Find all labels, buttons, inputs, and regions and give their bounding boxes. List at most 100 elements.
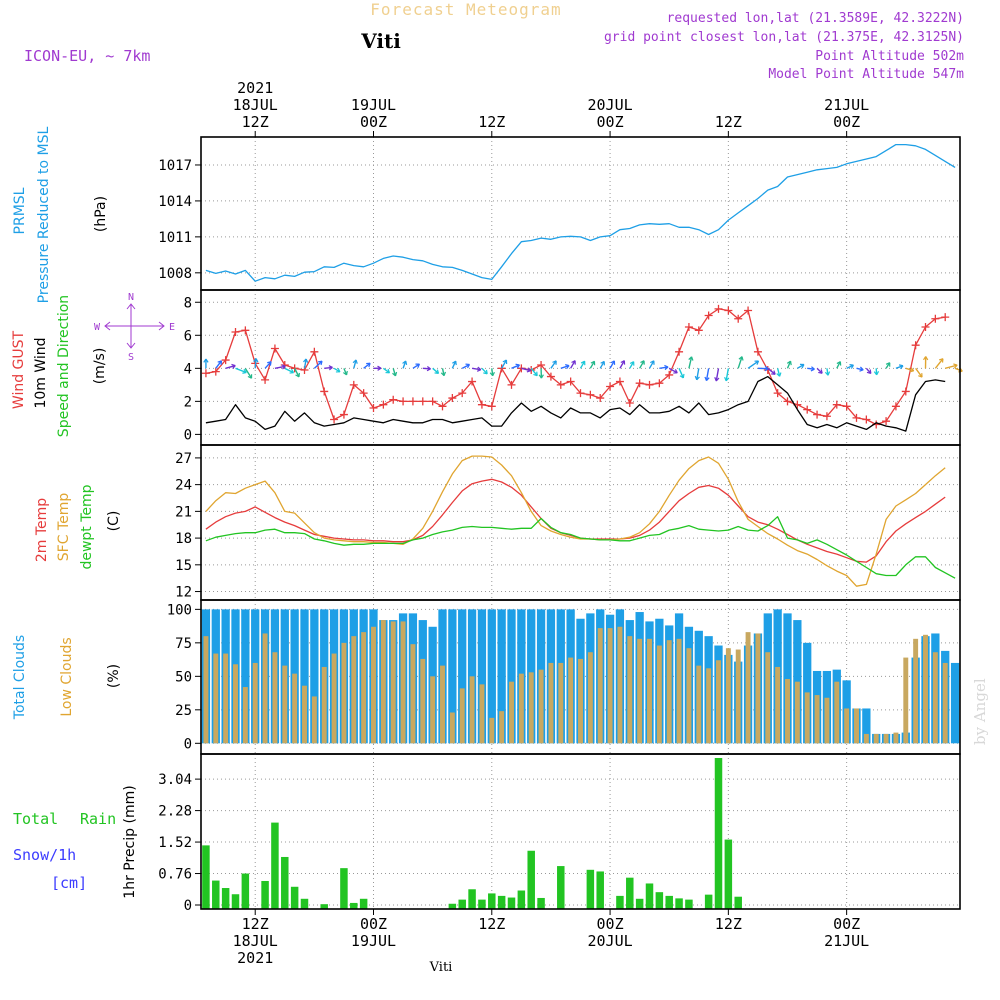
ytick-label: 25: [175, 703, 192, 719]
panel-temperature: 12 15 18 21 24 27: [175, 444, 961, 601]
wind-direction-arrow: [816, 367, 823, 374]
wind-direction-arrow: [511, 364, 520, 369]
wind-direction-arrow: [244, 367, 253, 379]
wind-arrowhead: [799, 363, 805, 369]
low-cloud-bar: [656, 645, 662, 744]
top-time-label: 00Z: [833, 113, 860, 131]
point-altitude: Point Altitude 502m: [815, 49, 964, 64]
gust-point: [596, 394, 605, 403]
wind-direction-arrow: [747, 360, 759, 369]
low-cloud-bar: [400, 621, 406, 744]
ytick-label: 12: [175, 585, 192, 601]
gust-point: [468, 377, 477, 386]
gust-point: [852, 413, 861, 422]
ytick-label: 1008: [158, 266, 192, 282]
wind-arrowhead: [620, 360, 626, 365]
ytick-label: 1014: [158, 194, 192, 210]
wind-arrowhead: [818, 369, 823, 374]
gust-point: [428, 397, 437, 406]
wind-arrowhead: [600, 360, 605, 366]
wind-direction-arrow: [629, 361, 635, 369]
top-time-label: 19JUL: [351, 96, 396, 114]
bottom-time-label: 00Z: [833, 915, 860, 933]
gust-point: [842, 402, 851, 411]
wind-direction-arrow: [696, 368, 700, 380]
gust-point: [379, 400, 388, 409]
low-cloud-bar: [755, 633, 761, 744]
total-cloud-bar: [497, 609, 506, 744]
panel-frame: [200, 753, 961, 910]
wind-arrowhead: [377, 365, 382, 371]
compass-n: N: [128, 292, 134, 303]
requested-coords: requested lon,lat (21.3589E, 42.3222N): [667, 11, 964, 26]
wind-direction-arrow: [303, 358, 307, 369]
ytick-label: 4: [184, 361, 192, 377]
wind-arrowhead: [859, 366, 864, 372]
gust-point: [389, 395, 398, 404]
gust-point: [408, 397, 417, 406]
rain-bar: [655, 892, 664, 909]
compass-e: E: [169, 322, 175, 333]
ytick-label: 15: [175, 558, 192, 574]
wind-arrowhead: [704, 376, 710, 382]
rain-bar: [507, 897, 516, 909]
wind-direction-arrow: [619, 360, 625, 369]
gust-point: [477, 400, 486, 409]
wind-direction-arrow: [521, 367, 531, 372]
wind-direction-arrow: [491, 368, 494, 376]
wind-arrowhead: [938, 358, 944, 363]
low-cloud-bar: [725, 648, 731, 744]
wind-direction-arrow: [402, 360, 407, 369]
wind-direction-arrow: [363, 362, 371, 369]
wind-direction-arrow: [501, 359, 508, 369]
ytick-label: 18: [175, 531, 192, 547]
low-cloud-bar: [420, 658, 426, 744]
gust-point: [556, 380, 565, 389]
rain-bar: [261, 880, 269, 909]
wind-direction-arrow: [353, 359, 357, 369]
low-cloud-bar: [331, 653, 337, 744]
low-cloud-bar: [361, 632, 367, 744]
wind-direction-arrow: [705, 368, 710, 381]
top-time-label: 00Z: [597, 113, 624, 131]
panel-precipitation: 0 0.76 1.52 2.28 3.04: [158, 753, 961, 914]
precip-label-snow: Snow/1h: [13, 846, 76, 864]
low-cloud-bar: [351, 636, 357, 744]
wind-arrowhead: [836, 361, 842, 366]
rain-bar: [320, 904, 328, 909]
low-cloud-bar: [873, 733, 879, 744]
wind-direction-arrow: [422, 367, 431, 370]
wind-arrowhead: [253, 358, 259, 363]
gust-point: [330, 415, 339, 424]
wind-direction-arrow: [826, 368, 829, 376]
bottom-time-label: 18JUL: [233, 932, 278, 950]
wind-arrowhead: [694, 375, 700, 381]
gust-point: [675, 347, 684, 356]
wind-arrowhead: [629, 361, 635, 366]
wind-arrowhead: [281, 364, 286, 370]
gridpoint-coords: grid point closest lon,lat (21.375E, 42.…: [604, 30, 964, 45]
rain-bar: [635, 898, 644, 909]
wind-arrowhead: [502, 359, 508, 365]
wind-arrowhead: [476, 366, 482, 372]
low-cloud-bar: [262, 633, 268, 744]
low-cloud-bar: [814, 695, 820, 744]
gust-point: [487, 402, 496, 411]
rain-bar: [281, 856, 289, 909]
rain-bar: [704, 894, 713, 909]
wind-arrowhead: [231, 363, 236, 369]
bottom-time-label: 12Z: [478, 915, 505, 933]
wind-direction-arrow: [688, 356, 693, 369]
gust-point: [586, 390, 595, 399]
top-time-label: 00Z: [360, 113, 387, 131]
wind-arrowhead: [866, 369, 872, 375]
rain-bar: [616, 895, 624, 909]
bottom-time-label: 00Z: [360, 915, 387, 933]
wind-direction-arrow: [786, 360, 792, 369]
gust-point: [458, 389, 467, 398]
low-cloud-bar: [627, 636, 633, 744]
wind-direction-arrow: [432, 367, 439, 374]
low-cloud-bar: [617, 626, 623, 744]
wind-arrowhead: [203, 358, 209, 363]
